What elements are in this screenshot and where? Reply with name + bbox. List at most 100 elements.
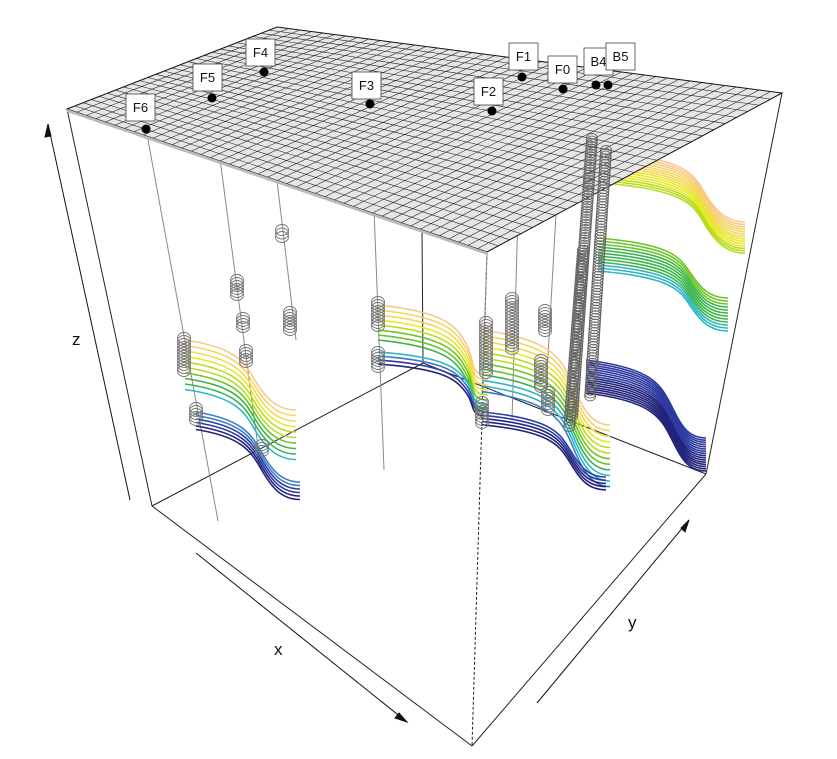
marker-circle [479,337,493,349]
horizon-line [597,264,729,326]
marker-circle [597,187,610,197]
marker-circle [596,201,609,211]
marker-circle [475,405,489,417]
marker-circle [584,159,597,169]
marker-circle [586,133,598,143]
marker-circle [189,411,203,423]
horizon-line [585,385,707,466]
marker-circle [597,178,610,189]
marker-circle [590,290,603,301]
marker-circle [579,221,592,232]
horizon-line [585,379,707,459]
marker-circle [479,355,493,367]
marker-circle [505,322,519,334]
marker-circle [534,381,548,393]
horizon-line [195,418,301,490]
marker-circle [590,299,603,309]
marker-circle [579,224,592,234]
marker-circle [576,270,589,281]
marker-circle [579,226,592,237]
marker-circle [534,354,548,366]
marker-circle [505,319,519,331]
marker-circle [479,319,493,331]
marker-circle [177,365,191,377]
marker-circle [177,332,191,344]
horizon-line [585,381,707,461]
marker-circle [177,353,191,365]
well-label: F6 [133,100,148,115]
marker-circle [582,179,595,190]
marker-circle [230,280,244,292]
horizon-line [585,374,707,455]
marker-circle [579,229,592,240]
well-label-box [192,63,223,92]
marker-circle [593,248,606,259]
marker-circle [599,159,612,169]
marker-circle [505,298,519,310]
marker-circle [584,388,597,399]
well-head-dot [365,99,375,109]
horizon-line [585,387,707,468]
marker-circle [582,177,595,188]
x-axis-label: x [274,640,283,659]
marker-circle [177,341,191,353]
well-head-dot [591,80,601,90]
marker-circle [578,234,591,245]
marker-circle [591,276,604,287]
marker-circle [230,289,244,301]
well-head-dot [517,72,527,82]
marker-circle [573,315,585,325]
horizon-line [377,314,489,386]
well-markers [177,224,555,457]
well-head-f0: F0 [547,55,578,94]
marker-circle [585,366,598,377]
horizon-line [481,411,607,478]
marker-circle [581,190,594,201]
well-head-dot [603,80,613,90]
horizon-line [597,261,729,323]
marker-circle [505,310,519,322]
marker-circle [239,353,253,365]
marker-circle [585,369,598,379]
marker-circle [275,224,289,236]
well-head-dot [487,106,497,116]
marker-circle [505,307,519,319]
marker-circle [598,170,611,181]
marker-circle [598,175,610,186]
marker-circle [583,169,596,180]
marker-circle [593,243,606,253]
marker-circle [586,360,599,371]
marker-circle [579,218,592,229]
marker-circle [580,213,593,224]
horizon-line [597,270,729,332]
marker-circle [595,220,608,231]
marker-circle [505,334,519,346]
horizon-line [481,368,611,465]
marker-circle [239,350,253,362]
horizon-line [605,165,746,238]
well-head-f6: F6 [125,93,156,134]
marker-circle [591,282,604,293]
marker-circle [594,229,607,239]
horizon-line [585,363,707,444]
marker-circle [574,291,587,302]
marker-circle [585,140,598,151]
dense-well-stack [563,133,612,432]
marker-circle [538,304,552,316]
marker-circle [591,273,604,284]
marker-circle [239,347,253,359]
horizon-line [605,177,746,250]
horizon-line [605,175,746,247]
marker-circle [587,343,600,354]
marker-circle [594,226,607,237]
well-label: F1 [516,49,531,64]
marker-circle [505,295,519,307]
marker-circle [371,305,385,317]
marker-circle [239,344,253,356]
marker-circle [593,254,605,265]
marker-circle [534,366,548,378]
horizon-line [585,390,707,470]
well-label-box [473,77,504,106]
marker-circle [505,292,519,304]
marker-circle [588,324,601,335]
